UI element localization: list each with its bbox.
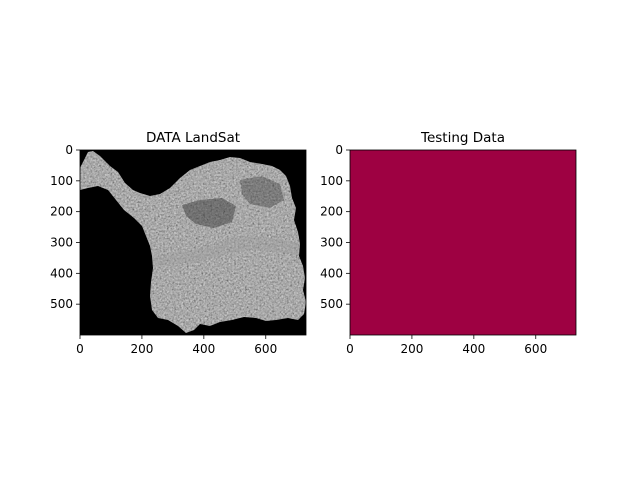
testing-y-tick-label: 0: [335, 143, 343, 157]
landsat-land-region: [80, 151, 306, 333]
testing-y-tick-label: 400: [320, 266, 343, 280]
testing-y-tick-label: 200: [320, 205, 343, 219]
landsat-panel: DATA LandSat 0 200 400 600 0 100 200 300 400 500: [50, 130, 307, 356]
testing-x-tick-label: 200: [400, 342, 423, 356]
testing-x-tick-label: 400: [462, 342, 485, 356]
landsat-y-tick-label: 200: [50, 205, 73, 219]
landsat-y-tick-label: 400: [50, 266, 73, 280]
testing-y-axis: 0 100 200 300 400 500: [320, 143, 350, 311]
landsat-title: DATA LandSat: [146, 130, 240, 146]
testing-y-tick-label: 500: [320, 297, 343, 311]
testing-x-axis: 0 200 400 600: [346, 335, 547, 356]
testing-panel: Testing Data 0 200 400 600 0 100 200 300 400 500: [320, 130, 577, 356]
testing-x-tick-label: 600: [524, 342, 547, 356]
landsat-y-tick-label: 300: [50, 236, 73, 250]
landsat-x-tick-label: 600: [254, 342, 277, 356]
landsat-y-tick-label: 100: [50, 174, 73, 188]
testing-y-tick-label: 100: [320, 174, 343, 188]
testing-title: Testing Data: [420, 130, 505, 146]
testing-y-tick-label: 300: [320, 236, 343, 250]
landsat-x-tick-label: 400: [192, 342, 215, 356]
landsat-y-tick-label: 500: [50, 297, 73, 311]
landsat-y-axis: 0 100 200 300 400 500: [50, 143, 80, 311]
landsat-x-tick-label: 0: [76, 342, 84, 356]
testing-x-tick-label: 0: [346, 342, 354, 356]
landsat-y-tick-label: 0: [65, 143, 73, 157]
landsat-x-axis: 0 200 400 600: [76, 335, 277, 356]
landsat-x-tick-label: 200: [130, 342, 153, 356]
testing-image-fill: [350, 150, 576, 335]
